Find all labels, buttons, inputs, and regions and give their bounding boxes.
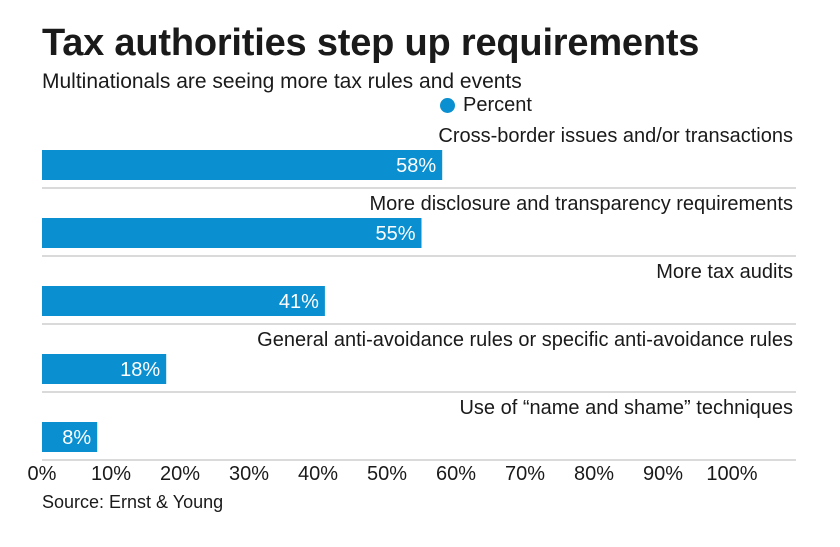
category-label: Use of “name and shame” techniques bbox=[459, 397, 793, 419]
x-tick-label: 100% bbox=[706, 463, 757, 485]
data-label: 41% bbox=[279, 291, 319, 313]
legend: Percent bbox=[440, 94, 532, 117]
x-tick-label: 90% bbox=[643, 463, 683, 485]
legend-label: Percent bbox=[463, 94, 532, 116]
bar bbox=[42, 150, 443, 180]
category-label: General anti-avoidance rules or specific… bbox=[257, 329, 793, 351]
x-tick-label: 20% bbox=[160, 463, 200, 485]
x-tick-label: 10% bbox=[91, 463, 131, 485]
bar bbox=[42, 286, 325, 316]
chart-title: Tax authorities step up requirements bbox=[42, 22, 700, 64]
x-tick-label: 80% bbox=[574, 463, 614, 485]
chart-subtitle: Multinationals are seeing more tax rules… bbox=[42, 70, 522, 93]
x-tick-label: 0% bbox=[28, 463, 57, 485]
x-tick-label: 30% bbox=[229, 463, 269, 485]
source-note: Source: Ernst & Young bbox=[42, 492, 224, 512]
bar bbox=[42, 218, 422, 248]
legend-swatch bbox=[440, 98, 455, 113]
category-label: More disclosure and transparency require… bbox=[369, 193, 793, 215]
data-label: 18% bbox=[120, 359, 160, 381]
x-tick-label: 40% bbox=[298, 463, 338, 485]
x-tick-label: 70% bbox=[505, 463, 545, 485]
x-tick-label: 60% bbox=[436, 463, 476, 485]
data-label: 55% bbox=[375, 223, 415, 245]
data-label: 8% bbox=[62, 427, 91, 449]
bar bbox=[42, 422, 98, 452]
bar bbox=[42, 354, 167, 384]
x-tick-label: 50% bbox=[367, 463, 407, 485]
category-label: More tax audits bbox=[656, 261, 793, 283]
data-label: 58% bbox=[396, 155, 436, 177]
category-label: Cross-border issues and/or transactions bbox=[438, 125, 793, 147]
